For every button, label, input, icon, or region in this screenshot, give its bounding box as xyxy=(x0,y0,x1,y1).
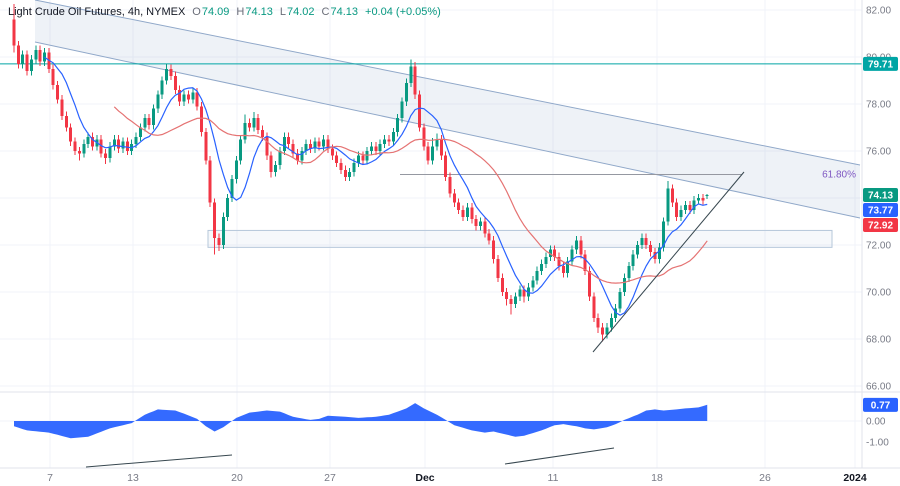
time-tick-label: Dec xyxy=(415,472,434,484)
ohlc-low: L 74.02 xyxy=(280,5,315,19)
oscillator-trendline-2[interactable] xyxy=(504,447,615,465)
ohlc-open: O 74.09 xyxy=(192,5,229,19)
time-tick-label: 27 xyxy=(324,472,336,484)
ma-fast-line[interactable] xyxy=(44,56,708,316)
chart-legend: Light Crude Oil Futures, 4h, NYMEX O 74.0… xyxy=(8,5,441,19)
time-tick-label: 20 xyxy=(231,472,243,484)
price-tick-label: 78.00 xyxy=(866,100,891,111)
ma-slow-line[interactable] xyxy=(113,106,708,284)
time-tick-label: 2024 xyxy=(843,472,867,484)
price-axis[interactable]: 82.0080.0078.0076.0074.0072.0070.0068.00… xyxy=(863,6,898,449)
oscillator-tick-label: 0.00 xyxy=(866,417,886,428)
high-prefix: H xyxy=(236,6,245,18)
grid xyxy=(0,0,862,468)
close-value: 74.13 xyxy=(330,6,359,18)
price-tick-label: 82.00 xyxy=(866,6,891,17)
time-tick-label: 18 xyxy=(651,472,663,484)
fib-level-label: 61.80% xyxy=(822,170,856,181)
price-tick-label: 66.00 xyxy=(866,382,891,393)
channel-upper-line[interactable] xyxy=(34,0,861,166)
ascending-trendline[interactable] xyxy=(592,171,745,353)
time-tick-label: 11 xyxy=(548,472,559,484)
price-tick-label: 70.00 xyxy=(866,288,891,299)
low-prefix: L xyxy=(279,6,286,18)
high-value: 74.13 xyxy=(245,6,273,18)
ma-slow-value-badge-text: 72.92 xyxy=(868,220,893,231)
oscillator-value-badge-text: 0.77 xyxy=(871,400,891,411)
symbol-title[interactable]: Light Crude Oil Futures, 4h, NYMEX xyxy=(8,6,186,18)
time-tick-label: 26 xyxy=(759,472,771,484)
ma-slow-value-badge xyxy=(863,217,898,232)
close-prefix: C xyxy=(321,6,330,18)
oscillator-tick-label: -1.00 xyxy=(866,438,889,449)
open-value: 74.09 xyxy=(201,6,230,18)
time-tick-label: 13 xyxy=(127,472,139,484)
change-value: +0.04 (+0.05%) xyxy=(365,6,441,18)
price-tick-label: 76.00 xyxy=(866,147,891,158)
ma-fast-value-badge xyxy=(863,202,898,217)
time-tick-label: 7 xyxy=(47,472,53,484)
price-tick-label: 72.00 xyxy=(866,241,891,252)
support-zone-rectangle[interactable] xyxy=(207,229,833,248)
last-price-badge xyxy=(863,187,898,202)
open-prefix: O xyxy=(192,6,201,18)
ma-fast-value-badge-text: 73.77 xyxy=(868,205,893,216)
candles[interactable] xyxy=(12,4,709,342)
low-value: 74.02 xyxy=(287,6,315,18)
price-tick-label: 68.00 xyxy=(866,335,891,346)
ohlc-high: H 74.13 xyxy=(236,5,272,19)
oscillator-trendline-1[interactable] xyxy=(85,454,233,468)
time-axis[interactable]: 7 13 20 27 Dec 11 18 26 2024 xyxy=(47,472,867,484)
oscillator-area[interactable] xyxy=(14,403,708,439)
channel-lower-line[interactable] xyxy=(34,41,861,219)
last-price-badge-text: 74.13 xyxy=(868,190,893,201)
descending-channel[interactable] xyxy=(35,0,860,218)
hline-price-badge-text: 79.71 xyxy=(868,59,893,70)
ohlc-close: C 74.13 xyxy=(322,5,358,19)
hline-price-badge xyxy=(863,56,898,71)
oscillator-value-badge xyxy=(863,397,898,412)
